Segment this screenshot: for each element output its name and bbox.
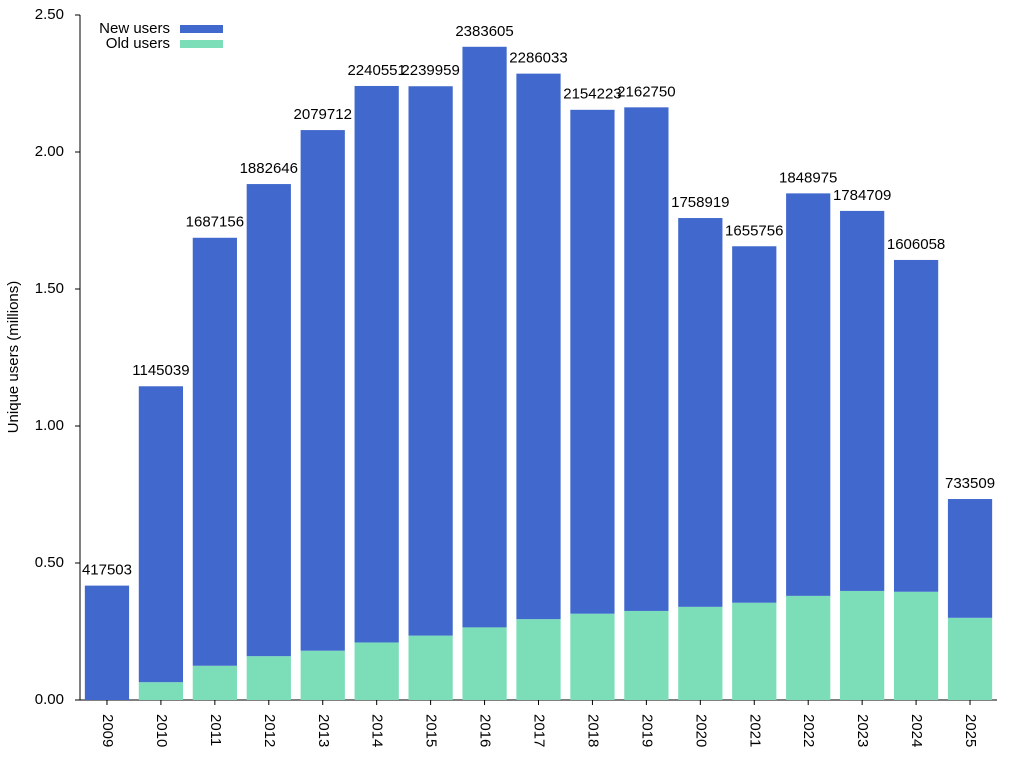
bar-segment xyxy=(624,107,669,611)
x-tick-label: 2015 xyxy=(423,714,440,747)
x-tick-label: 2021 xyxy=(746,714,763,747)
x-tick-label: 2009 xyxy=(99,714,116,747)
bar-segment xyxy=(192,237,237,666)
bar-segment xyxy=(678,218,723,607)
bar-segment xyxy=(840,590,885,700)
x-tick-label: 2016 xyxy=(477,714,494,747)
legend-label: New users xyxy=(99,20,170,37)
total-label: 1882646 xyxy=(240,160,298,177)
x-tick-label: 2018 xyxy=(584,714,601,747)
bar-segment xyxy=(678,606,723,700)
x-tick-label: 2017 xyxy=(531,714,548,747)
x-tick-label: 2010 xyxy=(153,714,170,747)
x-tick-label: 2019 xyxy=(638,714,655,747)
total-label: 2286033 xyxy=(509,50,567,67)
y-tick-label: 0.50 xyxy=(35,554,64,571)
y-tick-label: 2.50 xyxy=(35,6,64,23)
total-label: 1784709 xyxy=(833,187,891,204)
total-label: 1758919 xyxy=(671,194,729,211)
bar-segment xyxy=(570,613,615,700)
bar-segment xyxy=(408,86,453,636)
legend-label: Old users xyxy=(106,35,170,52)
x-tick-label: 2025 xyxy=(962,714,979,747)
bar-segment xyxy=(732,246,777,603)
bar-segment xyxy=(624,610,669,700)
x-tick-label: 2020 xyxy=(692,714,709,747)
total-label: 1687156 xyxy=(186,214,244,231)
bar-segment xyxy=(246,656,291,700)
x-tick-label: 2024 xyxy=(908,714,925,747)
bar-segment xyxy=(786,595,831,700)
bar-segment xyxy=(516,73,561,620)
x-tick-label: 2022 xyxy=(800,714,817,747)
bar-segment xyxy=(408,635,453,700)
bar-segment xyxy=(246,184,291,657)
bar-segment xyxy=(300,130,345,651)
total-label: 2154223 xyxy=(563,86,621,103)
total-label: 417503 xyxy=(82,562,132,579)
bar-segment xyxy=(570,109,615,614)
y-axis-label: Unique users (millions) xyxy=(5,281,22,434)
x-tick-label: 2012 xyxy=(261,714,278,747)
bar-segment xyxy=(732,602,777,700)
bar-segment xyxy=(84,585,130,700)
total-label: 2079712 xyxy=(294,106,352,123)
total-label: 733509 xyxy=(945,475,995,492)
bar-segment xyxy=(138,386,184,683)
x-tick-label: 2023 xyxy=(854,714,871,747)
bar-segment xyxy=(354,642,399,700)
total-label: 2239959 xyxy=(401,62,459,79)
y-tick-label: 0.00 xyxy=(35,691,64,708)
bar-segment xyxy=(300,650,345,700)
y-tick-label: 1.00 xyxy=(35,417,64,434)
bar-segment xyxy=(840,210,885,591)
bar-segment xyxy=(893,259,939,592)
bar-segment xyxy=(192,665,237,700)
total-label: 2383605 xyxy=(455,23,513,40)
bar-segment xyxy=(893,591,939,700)
y-tick-label: 1.50 xyxy=(35,280,64,297)
bar-segment xyxy=(138,682,184,700)
bar-segment xyxy=(786,193,831,596)
x-tick-label: 2014 xyxy=(369,714,386,747)
bar-segment xyxy=(354,85,399,643)
y-tick-label: 2.00 xyxy=(35,143,64,160)
x-tick-label: 2011 xyxy=(207,714,224,746)
bar-segment xyxy=(947,499,993,618)
legend-swatch xyxy=(180,40,223,48)
total-label: 1848975 xyxy=(779,169,837,186)
total-label: 2240551 xyxy=(347,62,405,79)
total-label: 1655756 xyxy=(725,222,783,239)
total-label: 1145039 xyxy=(132,362,189,379)
legend-swatch xyxy=(180,25,223,33)
bar-segment xyxy=(947,617,993,700)
total-label: 1606058 xyxy=(887,236,945,253)
x-tick-label: 2013 xyxy=(315,714,332,747)
bar-segment xyxy=(462,627,507,700)
bar-segment xyxy=(462,46,507,628)
total-label: 2162750 xyxy=(617,83,675,100)
bar-segment xyxy=(516,619,561,700)
